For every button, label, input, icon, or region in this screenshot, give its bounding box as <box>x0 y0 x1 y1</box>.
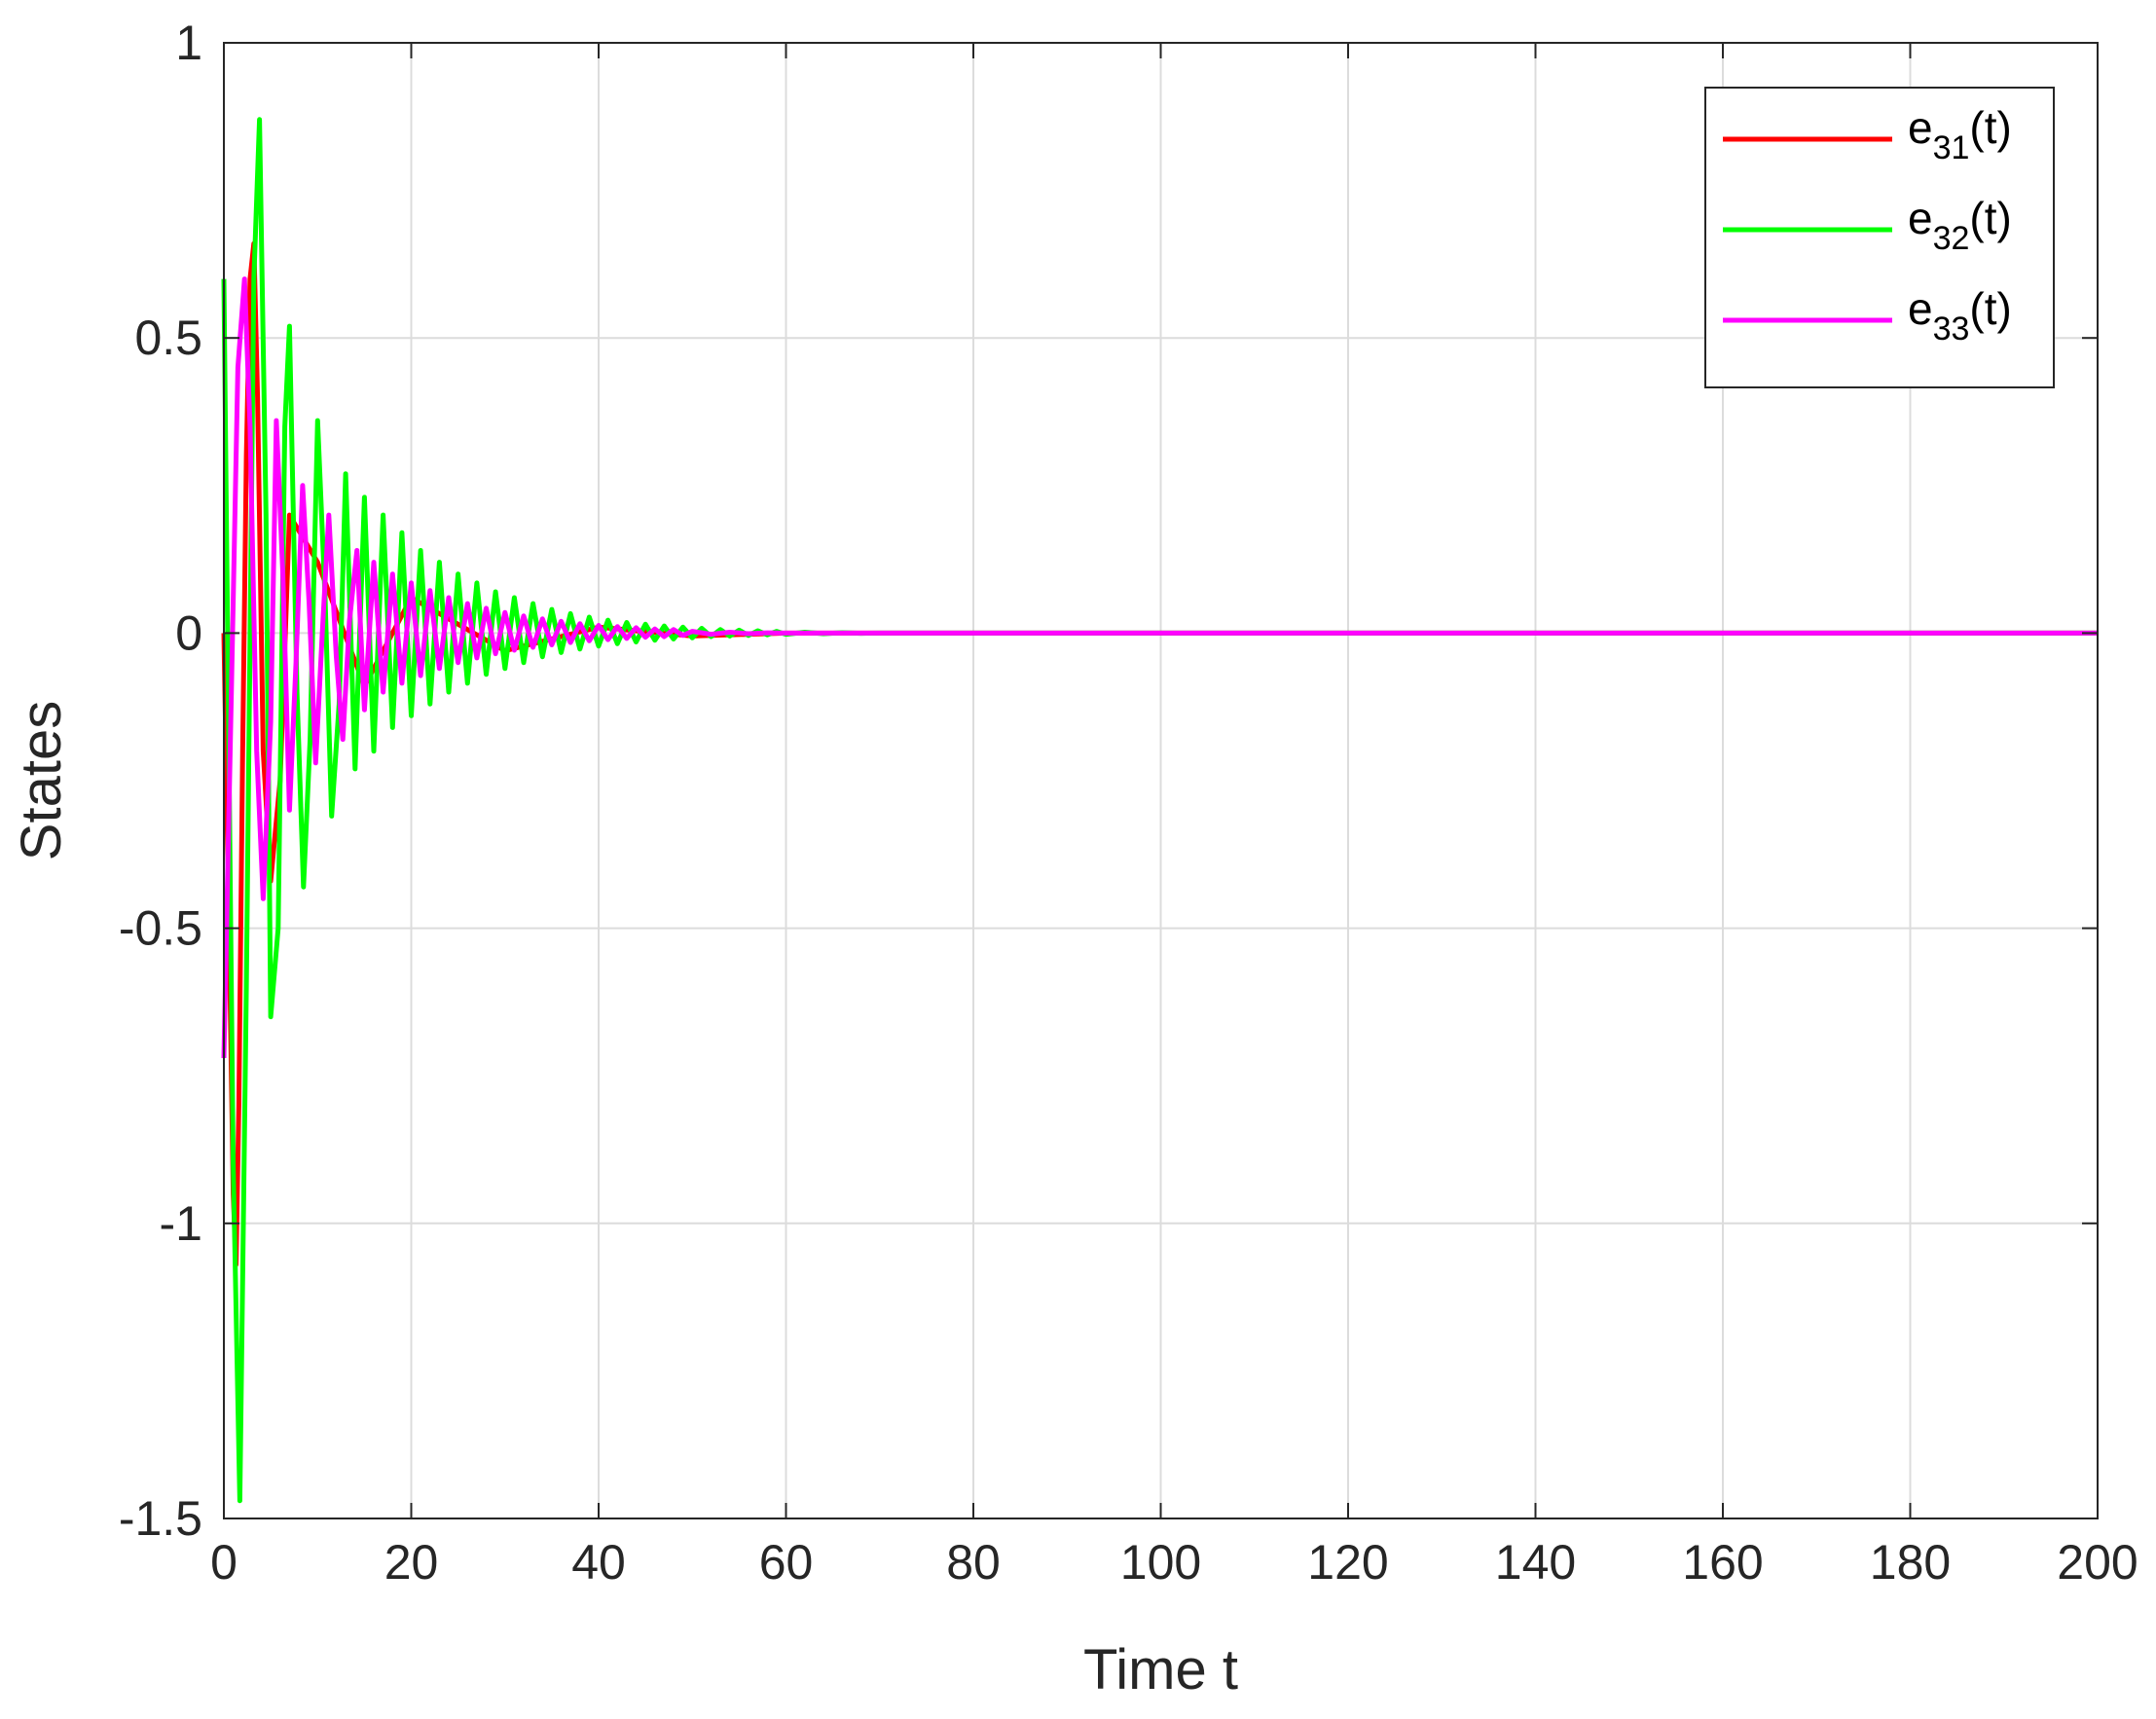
x-tick-label: 80 <box>946 1535 1001 1590</box>
legend-label: e31(t) <box>1908 102 2012 166</box>
legend: e31(t) e32(t) e33(t) <box>1704 87 2055 388</box>
y-tick-label: 1 <box>175 16 202 70</box>
x-axis-title: Time t <box>1083 1638 1238 1701</box>
x-tick-label: 120 <box>1307 1535 1388 1590</box>
series-line-33 <box>221 276 2098 1059</box>
x-tick-label: 180 <box>1870 1535 1951 1590</box>
y-axis-title: States <box>10 701 73 860</box>
legend-label: e32(t) <box>1908 193 2012 257</box>
axis-ticks: 0 20 40 60 80 100 120 140 160 180 200 -1.5 -1 -0.5 0 0.… <box>119 16 2138 1590</box>
x-tick-label: 160 <box>1682 1535 1763 1590</box>
y-tick-label: -1.5 <box>119 1491 202 1546</box>
x-tick-label: 60 <box>759 1535 814 1590</box>
x-tick-label: 0 <box>210 1535 238 1590</box>
x-tick-label: 140 <box>1495 1535 1576 1590</box>
x-tick-label: 100 <box>1120 1535 1201 1590</box>
y-tick-label: -1 <box>160 1196 202 1251</box>
y-tick-label: -0.5 <box>119 901 202 956</box>
legend-label: e33(t) <box>1908 283 2012 347</box>
x-tick-label: 40 <box>571 1535 626 1590</box>
y-tick-label: 0.5 <box>134 311 202 365</box>
x-tick-label: 20 <box>384 1535 439 1590</box>
series-lines <box>221 117 2098 1504</box>
x-tick-label: 200 <box>2057 1535 2138 1590</box>
y-tick-label: 0 <box>175 605 202 660</box>
